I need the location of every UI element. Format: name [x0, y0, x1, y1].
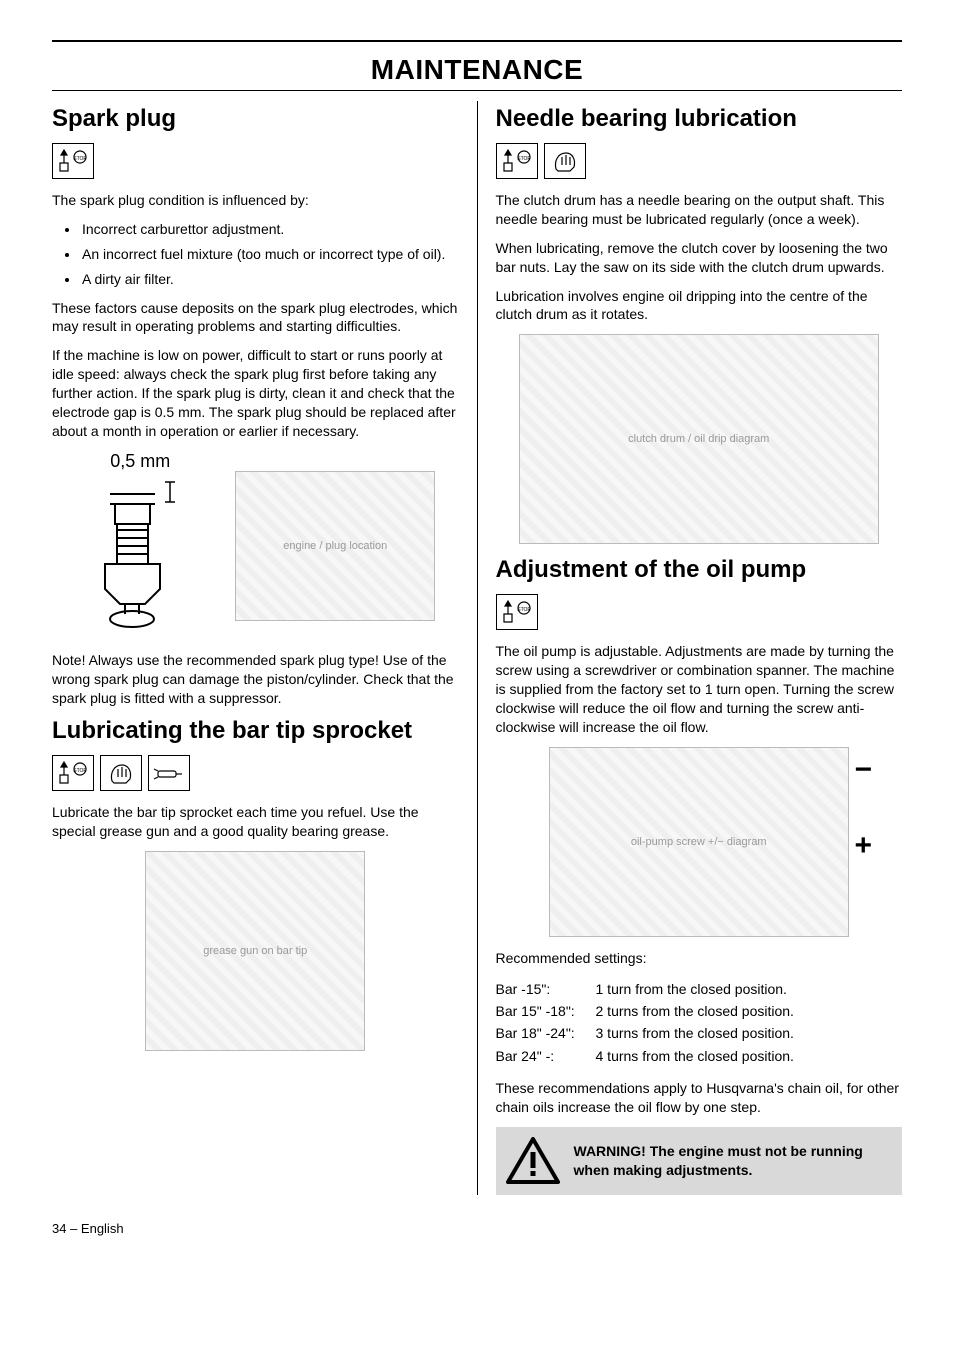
top-rule	[52, 40, 902, 42]
svg-text:STOP: STOP	[517, 156, 531, 162]
svg-text:STOP: STOP	[73, 156, 87, 162]
spark-note: Note! Always use the recommended spark p…	[52, 651, 459, 708]
lube-bar-icon-row: STOP	[52, 755, 459, 791]
oilpump-adjust-figure: oil-pump screw +/− diagram − +	[496, 747, 903, 937]
settings-val: 2 turns from the closed position.	[596, 1000, 903, 1022]
settings-table: Bar -15": 1 turn from the closed positio…	[496, 978, 903, 1068]
page-title: MAINTENANCE	[52, 48, 902, 90]
stop-engine-icon: STOP	[52, 143, 94, 179]
stop-engine-icon: STOP	[52, 755, 94, 791]
grease-gun-icon	[148, 755, 190, 791]
settings-key: Bar 15" -18":	[496, 1000, 596, 1022]
needle-p1: The clutch drum has a needle bearing on …	[496, 191, 903, 229]
gloves-icon	[100, 755, 142, 791]
rec-label: Recommended settings:	[496, 949, 903, 968]
list-item: Incorrect carburettor adjustment.	[80, 220, 459, 239]
needle-heading: Needle bearing lubrication	[496, 105, 903, 133]
oilpump-p2: These recommendations apply to Husqvarna…	[496, 1079, 903, 1117]
table-row: Bar 18" -24": 3 turns from the closed po…	[496, 1022, 903, 1044]
settings-val: 1 turn from the closed position.	[596, 978, 903, 1000]
list-item: A dirty air filter.	[80, 270, 459, 289]
lube-bar-p1: Lubricate the bar tip sprocket each time…	[52, 803, 459, 841]
oilpump-heading: Adjustment of the oil pump	[496, 556, 903, 584]
clutch-drum-figure: clutch drum / oil drip diagram	[496, 334, 903, 544]
svg-text:STOP: STOP	[517, 607, 531, 613]
plus-icon: +	[854, 829, 872, 863]
table-row: Bar -15": 1 turn from the closed positio…	[496, 978, 903, 1000]
spark-plug-engine-figure: engine / plug location	[235, 471, 435, 621]
warning-text: WARNING! The engine must not be running …	[574, 1142, 889, 1180]
spark-p1: These factors cause deposits on the spar…	[52, 299, 459, 337]
grease-gun-figure: grease gun on bar tip	[52, 851, 459, 1051]
settings-val: 3 turns from the closed position.	[596, 1022, 903, 1044]
table-row: Bar 15" -18": 2 turns from the closed po…	[496, 1000, 903, 1022]
lube-bar-heading: Lubricating the bar tip sprocket	[52, 717, 459, 745]
spark-bullet-list: Incorrect carburettor adjustment. An inc…	[52, 220, 459, 289]
stop-engine-icon: STOP	[496, 594, 538, 630]
settings-key: Bar -15":	[496, 978, 596, 1000]
spark-icon-row: STOP	[52, 143, 459, 179]
mid-rule	[52, 90, 902, 91]
needle-p2: When lubricating, remove the clutch cove…	[496, 239, 903, 277]
needle-icon-row: STOP	[496, 143, 903, 179]
spark-plug-diagram-icon	[75, 474, 205, 634]
gloves-icon	[544, 143, 586, 179]
oilpump-icon-row: STOP	[496, 594, 903, 630]
spark-plug-heading: Spark plug	[52, 105, 459, 133]
right-column: Needle bearing lubrication STOP The clut…	[496, 101, 903, 1195]
settings-key: Bar 24" -:	[496, 1045, 596, 1067]
settings-val: 4 turns from the closed position.	[596, 1045, 903, 1067]
left-column: Spark plug STOP The spark plug condition…	[52, 101, 459, 1195]
minus-icon: −	[854, 753, 872, 787]
content-columns: Spark plug STOP The spark plug condition…	[52, 101, 902, 1195]
spark-gap-figure: 0,5 mm	[52, 451, 459, 639]
oilpump-p1: The oil pump is adjustable. Adjustments …	[496, 642, 903, 736]
page-footer: 34 – English	[52, 1221, 902, 1236]
list-item: An incorrect fuel mixture (too much or i…	[80, 245, 459, 264]
spark-intro: The spark plug condition is influenced b…	[52, 191, 459, 210]
warning-box: WARNING! The engine must not be running …	[496, 1127, 903, 1195]
column-divider	[477, 101, 478, 1195]
svg-text:STOP: STOP	[73, 768, 87, 774]
gap-label: 0,5 mm	[75, 451, 205, 472]
spark-p2: If the machine is low on power, difficul…	[52, 346, 459, 440]
settings-key: Bar 18" -24":	[496, 1022, 596, 1044]
stop-engine-icon: STOP	[496, 143, 538, 179]
warning-icon	[506, 1137, 560, 1185]
needle-p3: Lubrication involves engine oil dripping…	[496, 287, 903, 325]
table-row: Bar 24" -: 4 turns from the closed posit…	[496, 1045, 903, 1067]
